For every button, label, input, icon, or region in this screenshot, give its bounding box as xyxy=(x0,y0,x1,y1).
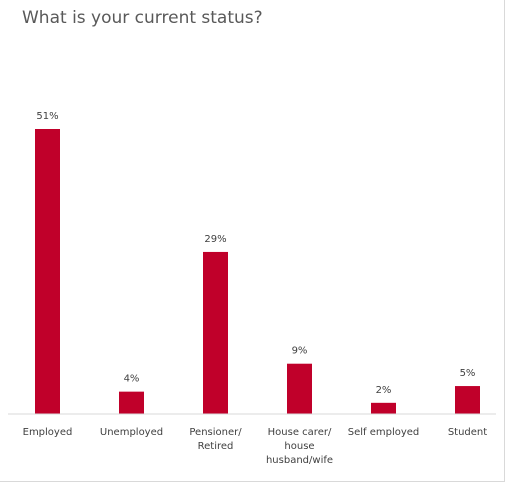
data-label-employed: 51% xyxy=(36,111,58,122)
bar-employed xyxy=(35,129,60,414)
chart-title: What is your current status? xyxy=(22,8,263,28)
category-label-employed: Employed xyxy=(23,427,73,438)
bar-house-carer-house-husband-wife xyxy=(287,363,312,414)
category-labels-group: Employed Unemployed Pensioner/Retired House… xyxy=(23,427,488,466)
category-label-unemployed: Unemployed xyxy=(100,427,163,438)
category-label-pensioner-retired: Pensioner/Retired xyxy=(189,427,242,452)
data-label-self-employed: 2% xyxy=(376,385,392,396)
data-label-pensioner-retired: 29% xyxy=(204,234,226,245)
data-label-unemployed: 4% xyxy=(124,374,140,385)
bar-self-employed xyxy=(371,402,396,414)
data-label-house-carer-house-husband-wife: 9% xyxy=(292,346,308,357)
data-labels-group: 51% 4% 29% 9% 2% 5% xyxy=(36,111,475,396)
category-label-student: Student xyxy=(448,427,487,438)
bars-group xyxy=(35,129,480,414)
bar-student xyxy=(455,386,480,414)
category-label-house-carer-house-husband-wife: House carer/house husband/wife xyxy=(266,427,333,466)
category-label-self-employed: Self employed xyxy=(348,427,420,438)
bar-unemployed xyxy=(119,391,144,414)
data-label-student: 5% xyxy=(460,368,476,379)
bar-pensioner-retired xyxy=(203,251,228,414)
